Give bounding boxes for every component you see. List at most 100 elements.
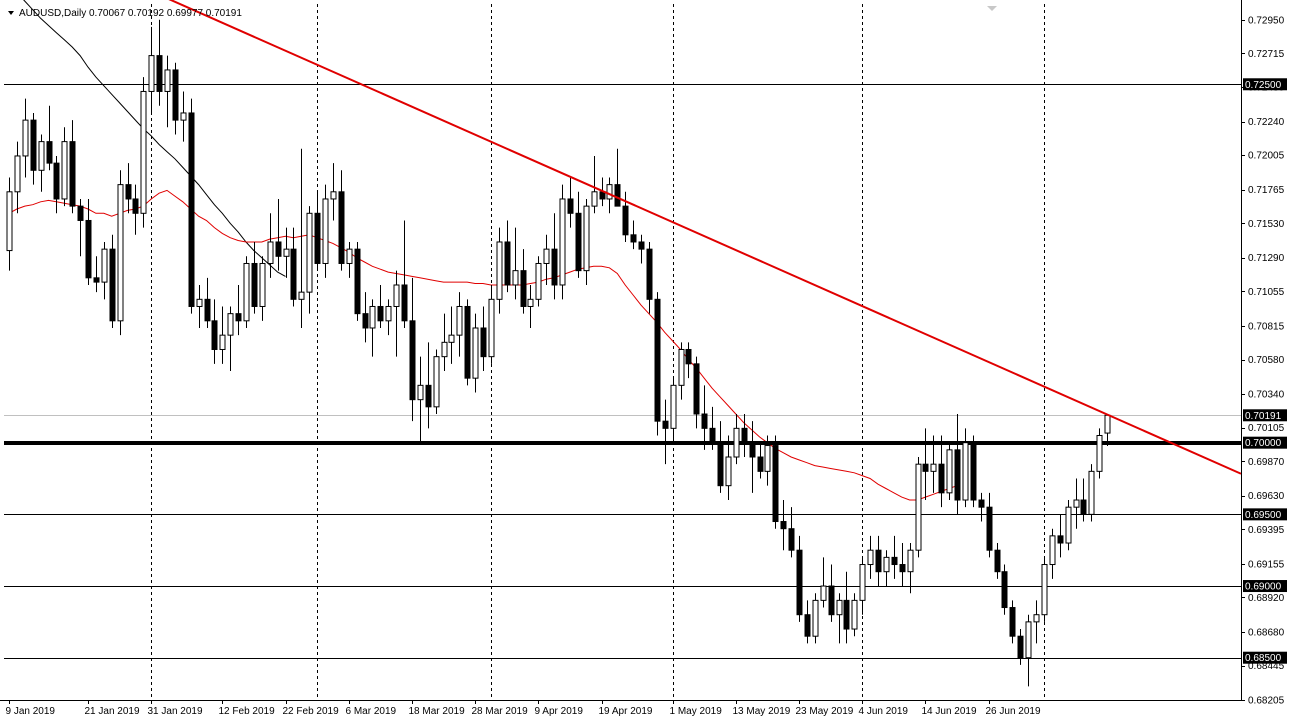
- x-tick-label: 12 Feb 2019: [219, 706, 276, 717]
- candle: [1049, 528, 1056, 579]
- candle: [512, 227, 519, 300]
- candle-body-up: [812, 599, 819, 637]
- candle-body-down: [109, 248, 116, 322]
- candle: [275, 198, 282, 271]
- candle: [535, 256, 542, 307]
- candle-body-down: [891, 556, 898, 566]
- candle-body-down: [922, 463, 929, 472]
- candle: [164, 55, 171, 128]
- candle: [946, 442, 953, 501]
- chart-menu-icon[interactable]: [8, 11, 14, 15]
- candle: [875, 535, 882, 587]
- candle-body-down: [480, 327, 487, 358]
- candle-body-down: [986, 506, 993, 551]
- candle: [1065, 500, 1072, 551]
- y-tick-label: 0.70105: [1248, 423, 1285, 434]
- y-tick-label: 0.72950: [1248, 15, 1285, 26]
- candle: [733, 414, 740, 465]
- y-tick-label: 0.68680: [1248, 627, 1285, 638]
- candle-body-up: [559, 198, 566, 286]
- candle: [1017, 629, 1024, 665]
- candle: [77, 198, 84, 257]
- candle-body-down: [780, 521, 787, 530]
- candle: [464, 299, 471, 386]
- resistance-trendline[interactable]: [167, 0, 1242, 475]
- candle-body-up: [140, 90, 147, 214]
- candle-body-down: [46, 141, 53, 164]
- candle: [970, 435, 977, 508]
- candle-body-down: [954, 449, 961, 501]
- candle: [354, 241, 361, 321]
- candle: [480, 306, 487, 371]
- candle-body-up: [1096, 435, 1103, 472]
- x-tick-label: 18 Mar 2019: [409, 706, 466, 717]
- x-tick-label: 14 Jun 2019: [922, 706, 977, 717]
- candle-body-down: [409, 320, 416, 401]
- candle-body-up: [496, 241, 503, 300]
- candle-body-down: [749, 442, 756, 458]
- x-tick-label: 28 Mar 2019: [472, 706, 529, 717]
- candle-body-up: [346, 248, 353, 264]
- y-tick-label: 0.70340: [1248, 389, 1285, 400]
- x-tick-label: 6 Mar 2019: [346, 706, 397, 717]
- candle: [85, 198, 92, 285]
- candle-body-up: [606, 184, 613, 200]
- candle-body-down: [796, 549, 803, 616]
- candle: [314, 191, 321, 271]
- candle-body-down: [646, 248, 653, 300]
- candle: [306, 206, 313, 314]
- candle-body-up: [117, 184, 124, 322]
- y-tick-label: 0.71055: [1248, 287, 1285, 298]
- candle-body-down: [970, 442, 977, 501]
- candle: [93, 256, 100, 293]
- candle: [30, 112, 37, 185]
- candle-body-down: [125, 184, 132, 200]
- candle-body-down: [709, 427, 716, 444]
- candle-body-up: [243, 262, 250, 322]
- candle: [53, 155, 60, 214]
- candle-body-down: [575, 212, 582, 272]
- candle: [433, 349, 440, 415]
- candle: [338, 170, 345, 271]
- x-tick-label: 31 Jan 2019: [148, 706, 203, 717]
- candle: [472, 313, 479, 393]
- candle: [1009, 600, 1016, 644]
- candle: [591, 155, 598, 214]
- candle-body-up: [527, 298, 534, 307]
- level-price-label-bg: [1243, 580, 1287, 593]
- candle-body-down: [204, 298, 211, 322]
- candle: [638, 234, 645, 264]
- current-price-label-bg: [1243, 409, 1287, 422]
- candle: [227, 306, 234, 371]
- candle: [204, 277, 211, 328]
- shift-marker-icon[interactable]: [987, 6, 997, 11]
- candle: [488, 284, 495, 364]
- candle: [385, 299, 392, 336]
- candle: [22, 98, 29, 178]
- candle: [725, 435, 732, 501]
- candle: [172, 62, 179, 135]
- chart-title: AUDUSD,Daily 0.70067 0.70192 0.69977 0.7…: [8, 8, 242, 19]
- candle-body-up: [851, 599, 858, 630]
- candle: [820, 557, 827, 608]
- candle-body-down: [132, 198, 139, 214]
- candle: [559, 184, 566, 300]
- candle: [1033, 600, 1040, 644]
- chart-ohlc-text: 0.70067 0.70192 0.69977 0.70191: [89, 8, 242, 19]
- candle-body-down: [757, 456, 764, 472]
- candle-body-up: [61, 141, 68, 200]
- candle: [520, 249, 527, 314]
- level-price-label: 0.68500: [1245, 653, 1282, 664]
- candle-body-down: [551, 248, 558, 286]
- candle: [678, 342, 685, 400]
- candle: [907, 543, 914, 594]
- candle-body-up: [219, 334, 226, 350]
- candle-body-up: [907, 549, 914, 573]
- y-tick-label: 0.68445: [1248, 661, 1285, 672]
- candle-body-down: [693, 363, 700, 415]
- candle-body-down: [172, 69, 179, 121]
- candle: [496, 227, 503, 314]
- y-tick-label: 0.69630: [1248, 491, 1285, 502]
- candle: [780, 500, 787, 551]
